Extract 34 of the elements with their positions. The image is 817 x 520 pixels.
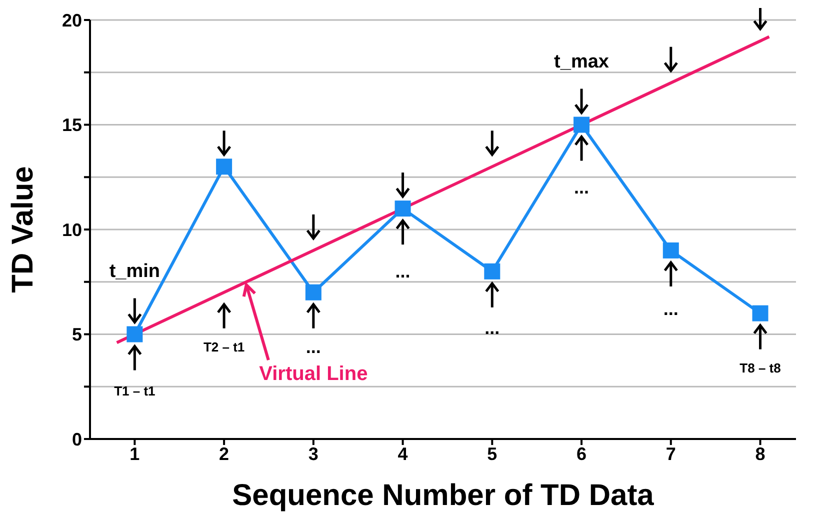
x-tick-label: 7	[666, 444, 676, 464]
x-tick-label: 3	[308, 444, 318, 464]
point	[394, 200, 411, 217]
annotation: ...	[395, 261, 410, 282]
annotation: T2 – t1	[203, 339, 245, 354]
point	[216, 158, 232, 175]
annotation: T1 – t1	[114, 383, 156, 398]
x-tick-label: 1	[130, 444, 140, 464]
annotation: t_min	[109, 260, 160, 282]
x-axis-title: Sequence Number of TD Data	[232, 479, 654, 512]
point	[574, 116, 590, 133]
y-tick-label: 15	[62, 115, 82, 136]
y-tick-label: 0	[72, 429, 82, 450]
annotation: ...	[306, 336, 321, 357]
annotation: ...	[484, 318, 500, 338]
x-tick-label: 5	[487, 444, 498, 464]
y-tick-label: 5	[72, 324, 82, 345]
point	[484, 263, 500, 280]
y-axis-title: TD Value	[6, 166, 40, 293]
x-tick-label: 2	[219, 444, 230, 464]
point	[305, 284, 322, 300]
point	[752, 305, 768, 322]
annotation: Virtual Line	[259, 363, 368, 386]
y-tick-label: 10	[62, 220, 82, 240]
annotation: ...	[574, 178, 590, 198]
annotation: T8 – t8	[740, 360, 781, 376]
x-tick-label: 6	[576, 444, 587, 464]
y-tick-label: 20	[62, 10, 82, 30]
x-tick-label: 4	[398, 444, 408, 464]
annotation: ...	[663, 299, 678, 320]
annotation: t_max	[554, 51, 610, 72]
x-tick-label: 8	[755, 444, 766, 464]
point	[126, 326, 143, 342]
point	[662, 242, 679, 258]
